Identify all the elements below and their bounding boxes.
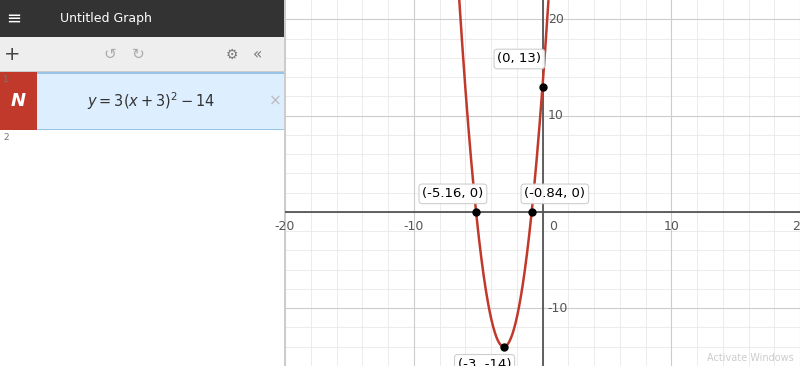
Text: (0, 13): (0, 13) — [498, 52, 542, 66]
Text: ↻: ↻ — [132, 47, 144, 62]
Text: 0: 0 — [549, 220, 557, 233]
Text: ≡: ≡ — [6, 10, 22, 27]
Text: -10: -10 — [548, 302, 568, 315]
Text: 10: 10 — [663, 220, 679, 233]
Bar — [0, 0, 285, 37]
Text: (-5.16, 0): (-5.16, 0) — [422, 187, 483, 200]
Text: Untitled Graph: Untitled Graph — [60, 12, 152, 25]
Bar — [0, 128, 285, 130]
Text: 20: 20 — [792, 220, 800, 233]
Bar — [0, 72, 37, 130]
Text: (-3, -14): (-3, -14) — [458, 358, 511, 366]
Bar — [0, 72, 285, 74]
Text: $y = 3(x + 3)^2 - 14$: $y = 3(x + 3)^2 - 14$ — [87, 90, 215, 112]
Text: +: + — [4, 45, 20, 64]
Text: (-0.84, 0): (-0.84, 0) — [524, 187, 586, 200]
Text: ↺: ↺ — [104, 47, 116, 62]
Text: «: « — [254, 47, 262, 62]
Text: -20: -20 — [275, 220, 295, 233]
Text: 20: 20 — [548, 13, 563, 26]
Bar — [0, 37, 285, 72]
Text: ⚙: ⚙ — [226, 48, 238, 61]
Text: -10: -10 — [403, 220, 424, 233]
Bar — [0, 71, 285, 72]
Text: 1: 1 — [3, 75, 9, 84]
Bar — [0, 72, 285, 130]
Text: Activate Windows: Activate Windows — [707, 353, 794, 363]
Text: 10: 10 — [548, 109, 563, 122]
Text: N: N — [11, 92, 26, 110]
Text: ×: × — [269, 93, 282, 108]
Text: 2: 2 — [3, 133, 9, 142]
Bar — [284, 0, 285, 366]
